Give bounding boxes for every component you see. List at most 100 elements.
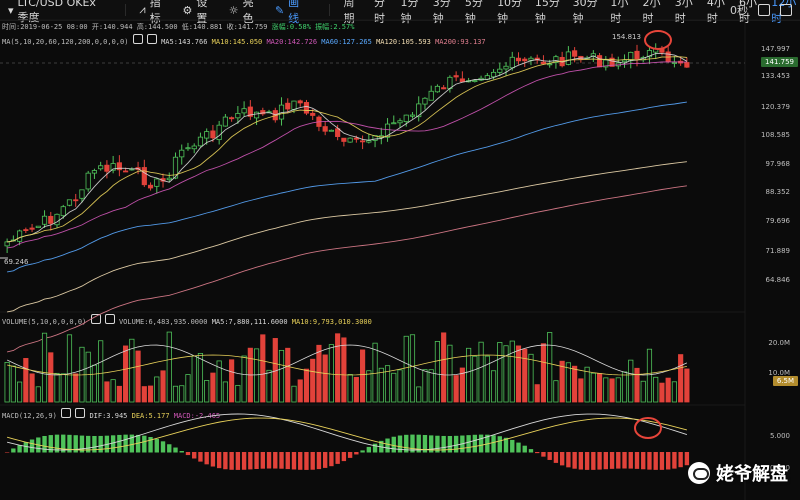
volume-legend: VOLUME(5,10,0,0,0,0) VOLUME:6,483,935.00… bbox=[2, 314, 372, 326]
candle-body bbox=[23, 229, 29, 232]
volume-layer bbox=[4, 331, 690, 403]
candle-body bbox=[547, 63, 553, 66]
volume-bar bbox=[35, 386, 41, 403]
volume-bar bbox=[659, 382, 665, 403]
tab-period-8[interactable]: 2小时 bbox=[642, 0, 661, 25]
volume-bar bbox=[253, 348, 260, 403]
close-icon[interactable] bbox=[75, 408, 86, 418]
volume-bar bbox=[266, 369, 272, 403]
macd-bar bbox=[279, 452, 284, 469]
volume-bar bbox=[372, 342, 378, 403]
candle-body bbox=[341, 137, 347, 142]
macd-bar bbox=[553, 452, 559, 463]
volume-bar bbox=[509, 340, 515, 403]
volume-bar bbox=[316, 344, 322, 403]
candle-body bbox=[490, 71, 497, 78]
candle-body bbox=[409, 114, 416, 117]
candle-body bbox=[572, 50, 578, 57]
volume-bar bbox=[172, 385, 179, 403]
tab-period-5[interactable]: 15分钟 bbox=[534, 0, 560, 25]
fullscreen-icon[interactable] bbox=[780, 4, 792, 16]
candle-body bbox=[621, 59, 628, 63]
toolbar-right: 0秒 bbox=[730, 0, 792, 20]
tab-period-3[interactable]: 5分钟 bbox=[464, 0, 483, 25]
volume-bar bbox=[353, 376, 359, 403]
tab-period-1[interactable]: 1分钟 bbox=[400, 0, 419, 25]
macd-bar bbox=[167, 444, 172, 453]
tab-period-6[interactable]: 30分钟 bbox=[572, 0, 598, 25]
volume-bar bbox=[634, 367, 640, 403]
toolbar-divider bbox=[328, 4, 330, 16]
tab-period-2[interactable]: 3分钟 bbox=[432, 0, 451, 25]
volume-ma10-line bbox=[7, 354, 687, 376]
macd-bar bbox=[298, 452, 303, 470]
countdown-text: 0秒 bbox=[730, 4, 748, 17]
candle-body bbox=[403, 114, 409, 122]
tab-period-0[interactable]: 分时 bbox=[373, 0, 385, 25]
macd-bar bbox=[142, 435, 147, 453]
close-icon[interactable] bbox=[104, 314, 115, 324]
tab-period-11[interactable]: 6小时 bbox=[739, 0, 758, 25]
candle-body bbox=[422, 97, 428, 105]
volume-ma5-line bbox=[6, 344, 688, 376]
theme-toggle-button[interactable]: ☼ 亮色 bbox=[228, 0, 254, 25]
volume-bar bbox=[260, 334, 266, 403]
candle-body bbox=[322, 126, 328, 132]
candle-body bbox=[147, 184, 154, 189]
candle-body bbox=[310, 112, 316, 116]
macd-bar bbox=[684, 452, 690, 466]
macd-bar bbox=[391, 436, 396, 453]
volume-bar bbox=[41, 332, 48, 403]
ma200-line bbox=[7, 185, 687, 353]
macd-bar bbox=[447, 435, 453, 453]
ohlc-info: 时间:2019-06-25 08:00 开:140.944 高:144.500 … bbox=[2, 23, 355, 31]
macd-bar bbox=[597, 452, 602, 470]
macd-bar bbox=[123, 434, 128, 453]
grid bbox=[0, 19, 800, 500]
tab-period-7[interactable]: 1小时 bbox=[610, 0, 629, 25]
macd-bar bbox=[491, 435, 496, 453]
volume-bar bbox=[459, 367, 465, 403]
tab-period-9[interactable]: 3小时 bbox=[674, 0, 693, 25]
camera-icon[interactable] bbox=[758, 4, 770, 16]
settings-button[interactable]: ⚙ 设置 bbox=[182, 0, 208, 25]
candle-body bbox=[79, 189, 85, 199]
macd-bar bbox=[372, 443, 378, 453]
volume-bar bbox=[185, 374, 191, 403]
candle-body bbox=[515, 57, 522, 62]
tab-period-4[interactable]: 10分钟 bbox=[497, 0, 523, 25]
volume-bar bbox=[378, 367, 384, 403]
macd-bar bbox=[86, 435, 91, 453]
macd-bar bbox=[160, 441, 166, 453]
gear-icon: ⚙ bbox=[182, 3, 193, 17]
settings-icon[interactable] bbox=[61, 408, 72, 418]
volume-bar bbox=[98, 340, 104, 403]
macd-bar bbox=[79, 435, 85, 453]
settings-icon[interactable] bbox=[132, 34, 143, 44]
draw-button[interactable]: ✎ 画线 bbox=[274, 0, 300, 25]
volume-bar bbox=[640, 380, 646, 403]
volume-bar bbox=[66, 334, 73, 403]
macd-bar bbox=[322, 452, 328, 468]
candle-body bbox=[684, 62, 690, 68]
volume-bar bbox=[303, 368, 310, 403]
candle-body bbox=[366, 140, 372, 143]
close-icon[interactable] bbox=[146, 34, 157, 44]
candle-body bbox=[141, 167, 147, 186]
macd-dif-line bbox=[7, 413, 688, 451]
volume-bar bbox=[222, 381, 228, 403]
macd-bar bbox=[516, 442, 521, 453]
macd-bar bbox=[653, 452, 658, 470]
indicator-button[interactable]: ⩘ 指标 bbox=[139, 0, 161, 25]
candle-body bbox=[66, 199, 73, 206]
volume-bar bbox=[73, 373, 79, 403]
candle-body bbox=[179, 149, 185, 158]
volume-bar bbox=[129, 338, 135, 403]
macd-bar bbox=[591, 452, 596, 470]
volume-bar bbox=[572, 365, 578, 403]
macd-bar bbox=[628, 452, 633, 469]
candle-body bbox=[472, 80, 478, 82]
tab-period-10[interactable]: 4小时 bbox=[706, 0, 725, 25]
macd-bar bbox=[404, 434, 409, 453]
